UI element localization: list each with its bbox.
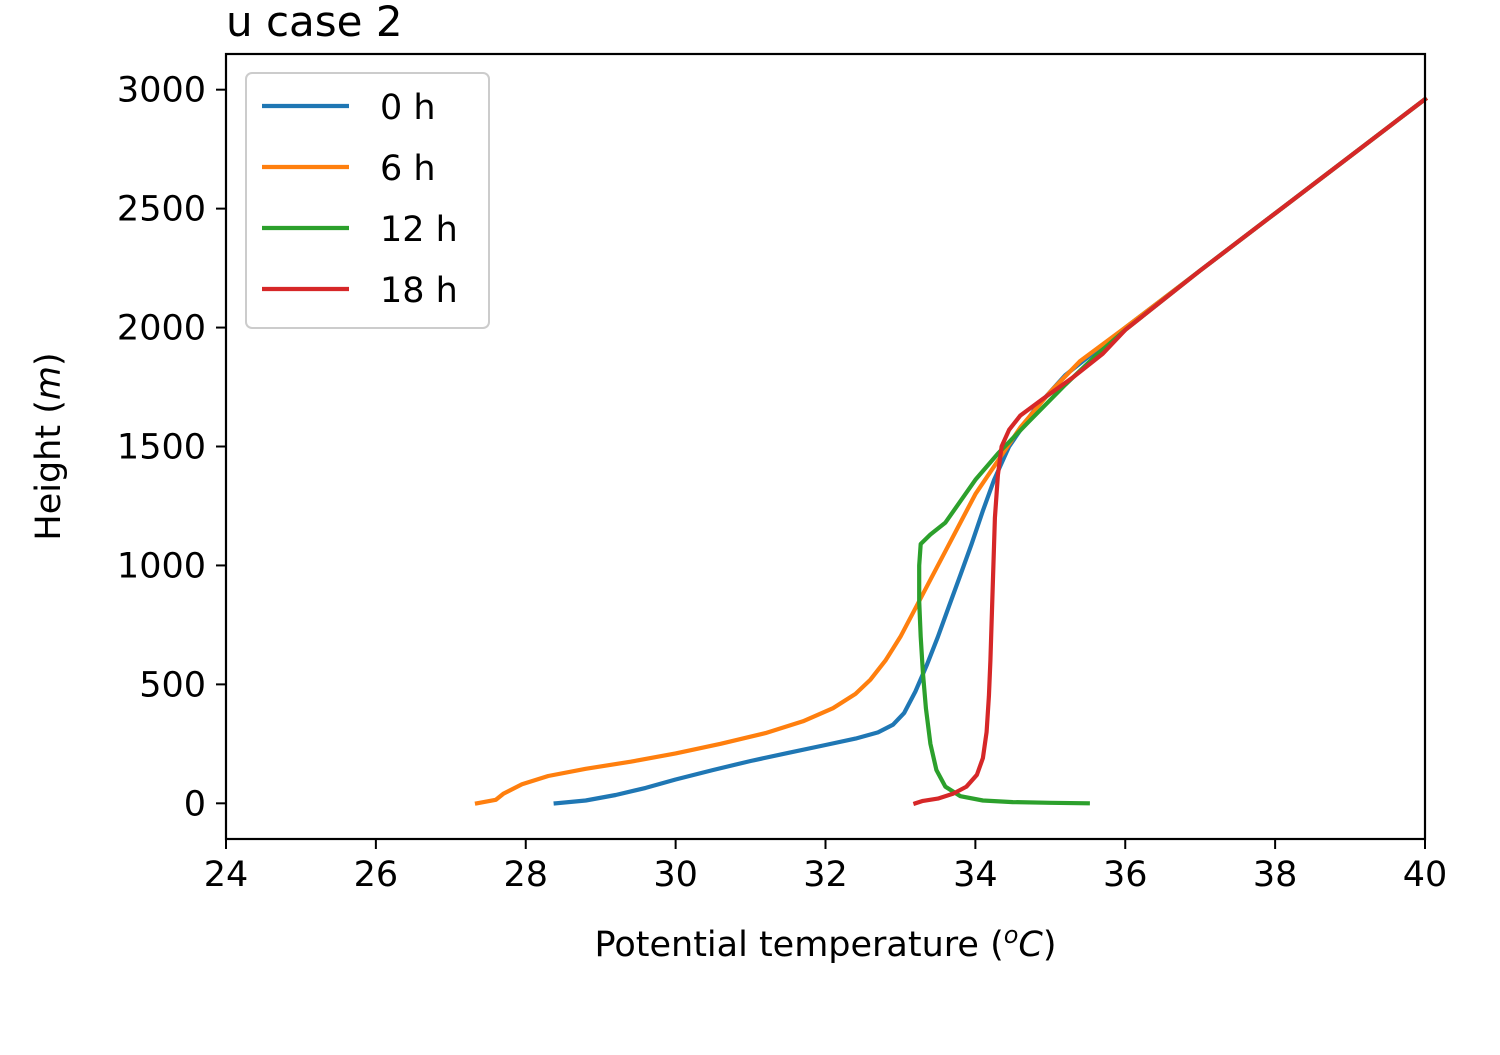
y-tick-label: 2500 xyxy=(117,190,206,230)
x-tick-label: 34 xyxy=(953,855,998,895)
x-tick-label: 24 xyxy=(204,855,249,895)
x-tick-label: 36 xyxy=(1103,855,1148,895)
legend-items: 0 h 6 h 12 h 18 h xyxy=(262,88,458,311)
x-tick-label: 32 xyxy=(803,855,848,895)
plot-frame xyxy=(224,52,1427,841)
x-axis-label: Potential temperature (oC) xyxy=(594,921,1056,965)
y-tick-label: 1500 xyxy=(117,428,206,468)
x-tick-label: 30 xyxy=(653,855,698,895)
series-line-1 xyxy=(474,96,1428,806)
legend-label-0: 0 h xyxy=(380,88,436,128)
x-tick-label: 38 xyxy=(1253,855,1298,895)
y-axis-label-unit: m xyxy=(29,366,69,400)
x-axis-label-close: ) xyxy=(1043,925,1057,965)
x-tick-label: 26 xyxy=(354,855,399,895)
y-tick-label: 2000 xyxy=(117,309,206,349)
legend-label-3: 18 h xyxy=(380,271,458,311)
x-axis-label-text: Potential temperature ( xyxy=(594,925,1003,965)
series-layer xyxy=(474,96,1428,806)
series-line-2 xyxy=(917,96,1428,806)
y-axis-label-close: ) xyxy=(29,352,69,366)
x-axis-label-unit: C xyxy=(1018,925,1043,965)
y-tick-label: 0 xyxy=(184,784,206,824)
chart-title: u case 2 xyxy=(226,0,403,46)
legend-label-1: 6 h xyxy=(380,149,436,189)
y-tick-label: 500 xyxy=(139,665,206,705)
y-tick-label: 3000 xyxy=(117,71,206,111)
y-axis-label: Height (m) xyxy=(29,352,69,540)
legend-box xyxy=(245,72,490,329)
y-axis-label-text: Height ( xyxy=(29,400,69,540)
legend-label-2: 12 h xyxy=(380,210,458,250)
x-tick-label: 28 xyxy=(503,855,548,895)
ticks-layer: 24 26 28 30 32 34 36 38 40 0 500 1000 1500 2000 2500 30… xyxy=(117,71,1447,895)
y-tick-label: 1000 xyxy=(117,546,206,586)
x-tick-label: 40 xyxy=(1403,855,1448,895)
x-axis-label-superscript: o xyxy=(1004,921,1019,949)
legend: 0 h 6 h 12 h 18 h xyxy=(245,72,490,329)
series-line-3 xyxy=(912,96,1428,806)
